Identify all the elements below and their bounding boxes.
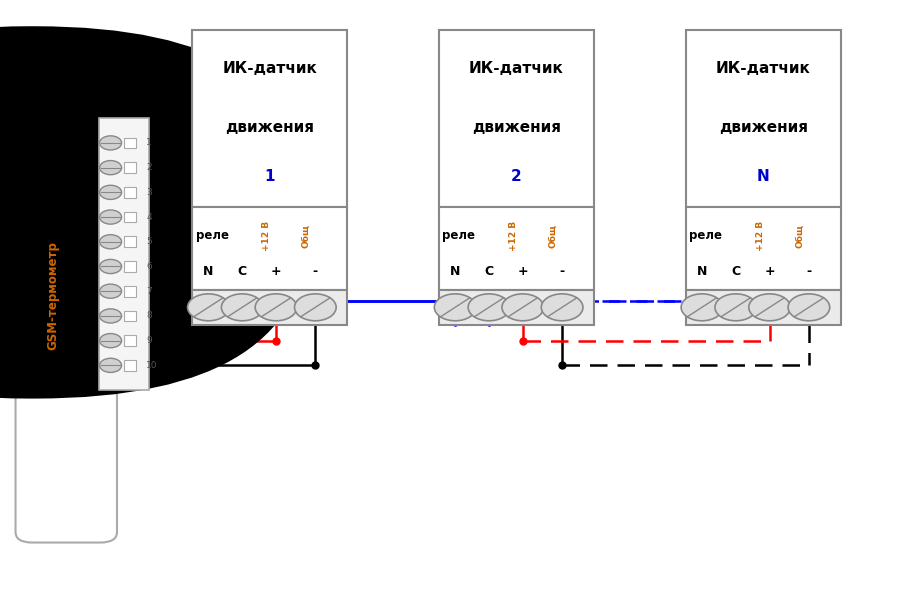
Text: реле: реле: [442, 229, 475, 242]
FancyBboxPatch shape: [0, 26, 310, 398]
FancyBboxPatch shape: [192, 207, 347, 290]
Text: реле: реле: [196, 229, 228, 242]
Text: ИК-датчик: ИК-датчик: [469, 61, 564, 76]
Text: -: -: [806, 265, 812, 278]
Text: 8: 8: [146, 311, 152, 320]
Circle shape: [434, 294, 476, 321]
Text: 9: 9: [146, 336, 152, 345]
Text: 1: 1: [146, 138, 152, 147]
Text: движения: движения: [718, 119, 808, 135]
Text: движения: движения: [225, 119, 314, 135]
Text: +12 В: +12 В: [262, 221, 271, 251]
Circle shape: [468, 294, 510, 321]
Circle shape: [100, 185, 122, 199]
Text: C: C: [731, 265, 740, 278]
FancyBboxPatch shape: [192, 290, 347, 325]
Text: движения: движения: [472, 119, 561, 135]
Text: 6: 6: [146, 262, 152, 271]
Text: ИК-датчик: ИК-датчик: [716, 61, 811, 76]
Text: +: +: [517, 265, 528, 278]
Text: C: C: [484, 265, 494, 278]
Circle shape: [221, 294, 263, 321]
Text: N: N: [450, 265, 461, 278]
FancyBboxPatch shape: [124, 261, 136, 272]
Circle shape: [749, 294, 791, 321]
FancyBboxPatch shape: [124, 187, 136, 197]
FancyBboxPatch shape: [16, 37, 117, 543]
FancyBboxPatch shape: [686, 30, 841, 207]
Text: +: +: [271, 265, 282, 278]
Circle shape: [681, 294, 723, 321]
Text: реле: реле: [689, 229, 722, 242]
Circle shape: [187, 294, 229, 321]
Circle shape: [100, 210, 122, 224]
Text: 5: 5: [146, 237, 152, 246]
Text: 7: 7: [146, 287, 152, 296]
Text: N: N: [696, 265, 707, 278]
Circle shape: [788, 294, 830, 321]
Text: 10: 10: [146, 361, 158, 370]
Text: Общ: Общ: [302, 224, 311, 248]
Text: ИК-датчик: ИК-датчик: [222, 61, 317, 76]
Text: 2: 2: [146, 163, 152, 172]
FancyBboxPatch shape: [124, 286, 136, 297]
FancyBboxPatch shape: [439, 207, 594, 290]
Circle shape: [100, 136, 122, 150]
Text: GSM-термометр: GSM-термометр: [47, 241, 59, 350]
FancyBboxPatch shape: [99, 118, 149, 390]
Circle shape: [541, 294, 583, 321]
Text: N: N: [757, 169, 770, 184]
FancyBboxPatch shape: [124, 311, 136, 322]
Text: +12 В: +12 В: [509, 221, 518, 251]
FancyBboxPatch shape: [192, 30, 347, 207]
Text: 1: 1: [264, 169, 275, 184]
Circle shape: [100, 358, 122, 372]
FancyBboxPatch shape: [439, 290, 594, 325]
FancyBboxPatch shape: [124, 236, 136, 247]
Text: N: N: [203, 265, 214, 278]
Circle shape: [715, 294, 757, 321]
Circle shape: [100, 161, 122, 175]
Text: C: C: [238, 265, 247, 278]
Text: -: -: [313, 265, 318, 278]
Circle shape: [100, 309, 122, 323]
FancyBboxPatch shape: [124, 212, 136, 222]
Circle shape: [100, 259, 122, 274]
FancyBboxPatch shape: [93, 90, 110, 100]
Text: 3: 3: [146, 188, 152, 197]
FancyBboxPatch shape: [124, 138, 136, 148]
FancyBboxPatch shape: [686, 290, 841, 325]
Text: -: -: [559, 265, 565, 278]
Circle shape: [100, 235, 122, 249]
Text: 4: 4: [146, 213, 152, 222]
Text: Общ: Общ: [795, 224, 804, 248]
Circle shape: [502, 294, 544, 321]
Text: +12 В: +12 В: [756, 221, 765, 251]
Text: +: +: [764, 265, 775, 278]
Circle shape: [255, 294, 297, 321]
Circle shape: [294, 294, 336, 321]
Circle shape: [100, 284, 122, 298]
Text: Общ: Общ: [548, 224, 558, 248]
FancyBboxPatch shape: [124, 360, 136, 371]
FancyBboxPatch shape: [124, 163, 136, 173]
Text: 2: 2: [511, 169, 522, 184]
FancyBboxPatch shape: [124, 335, 136, 346]
Circle shape: [100, 333, 122, 348]
FancyBboxPatch shape: [439, 30, 594, 207]
FancyBboxPatch shape: [686, 207, 841, 290]
